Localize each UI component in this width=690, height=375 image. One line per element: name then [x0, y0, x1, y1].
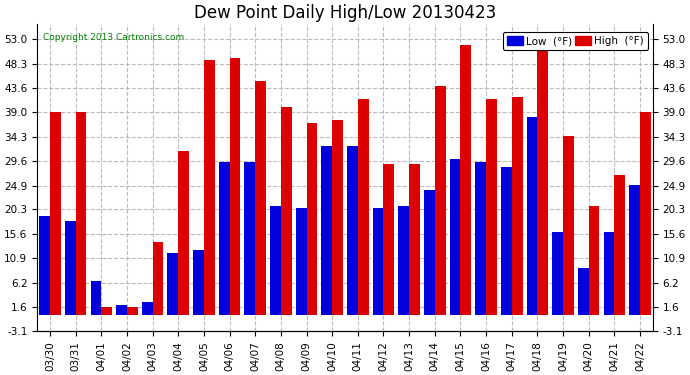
- Bar: [219, 162, 230, 315]
- Bar: [501, 167, 512, 315]
- Bar: [281, 107, 292, 315]
- Bar: [204, 60, 215, 315]
- Bar: [306, 123, 317, 315]
- Bar: [450, 159, 460, 315]
- Bar: [384, 164, 394, 315]
- Bar: [142, 302, 152, 315]
- Title: Dew Point Daily High/Low 20130423: Dew Point Daily High/Low 20130423: [194, 4, 496, 22]
- Bar: [347, 146, 358, 315]
- Bar: [629, 185, 640, 315]
- Bar: [614, 175, 625, 315]
- Bar: [39, 216, 50, 315]
- Bar: [193, 250, 204, 315]
- Bar: [563, 136, 574, 315]
- Bar: [538, 39, 548, 315]
- Bar: [332, 120, 343, 315]
- Bar: [578, 268, 589, 315]
- Bar: [168, 253, 178, 315]
- Bar: [116, 305, 127, 315]
- Bar: [296, 209, 306, 315]
- Bar: [486, 99, 497, 315]
- Bar: [322, 146, 332, 315]
- Bar: [270, 206, 281, 315]
- Bar: [552, 232, 563, 315]
- Legend: Low  (°F), High  (°F): Low (°F), High (°F): [503, 32, 648, 50]
- Bar: [50, 112, 61, 315]
- Bar: [512, 97, 522, 315]
- Bar: [65, 222, 76, 315]
- Bar: [475, 162, 486, 315]
- Bar: [589, 206, 600, 315]
- Bar: [101, 307, 112, 315]
- Bar: [76, 112, 86, 315]
- Bar: [178, 151, 189, 315]
- Bar: [435, 86, 446, 315]
- Bar: [640, 112, 651, 315]
- Bar: [526, 117, 538, 315]
- Bar: [604, 232, 614, 315]
- Bar: [230, 57, 240, 315]
- Bar: [460, 45, 471, 315]
- Bar: [358, 99, 368, 315]
- Bar: [409, 164, 420, 315]
- Text: Copyright 2013 Cartronics.com: Copyright 2013 Cartronics.com: [43, 33, 184, 42]
- Bar: [424, 190, 435, 315]
- Bar: [255, 81, 266, 315]
- Bar: [373, 209, 384, 315]
- Bar: [152, 242, 164, 315]
- Bar: [127, 307, 138, 315]
- Bar: [244, 162, 255, 315]
- Bar: [398, 206, 409, 315]
- Bar: [90, 281, 101, 315]
